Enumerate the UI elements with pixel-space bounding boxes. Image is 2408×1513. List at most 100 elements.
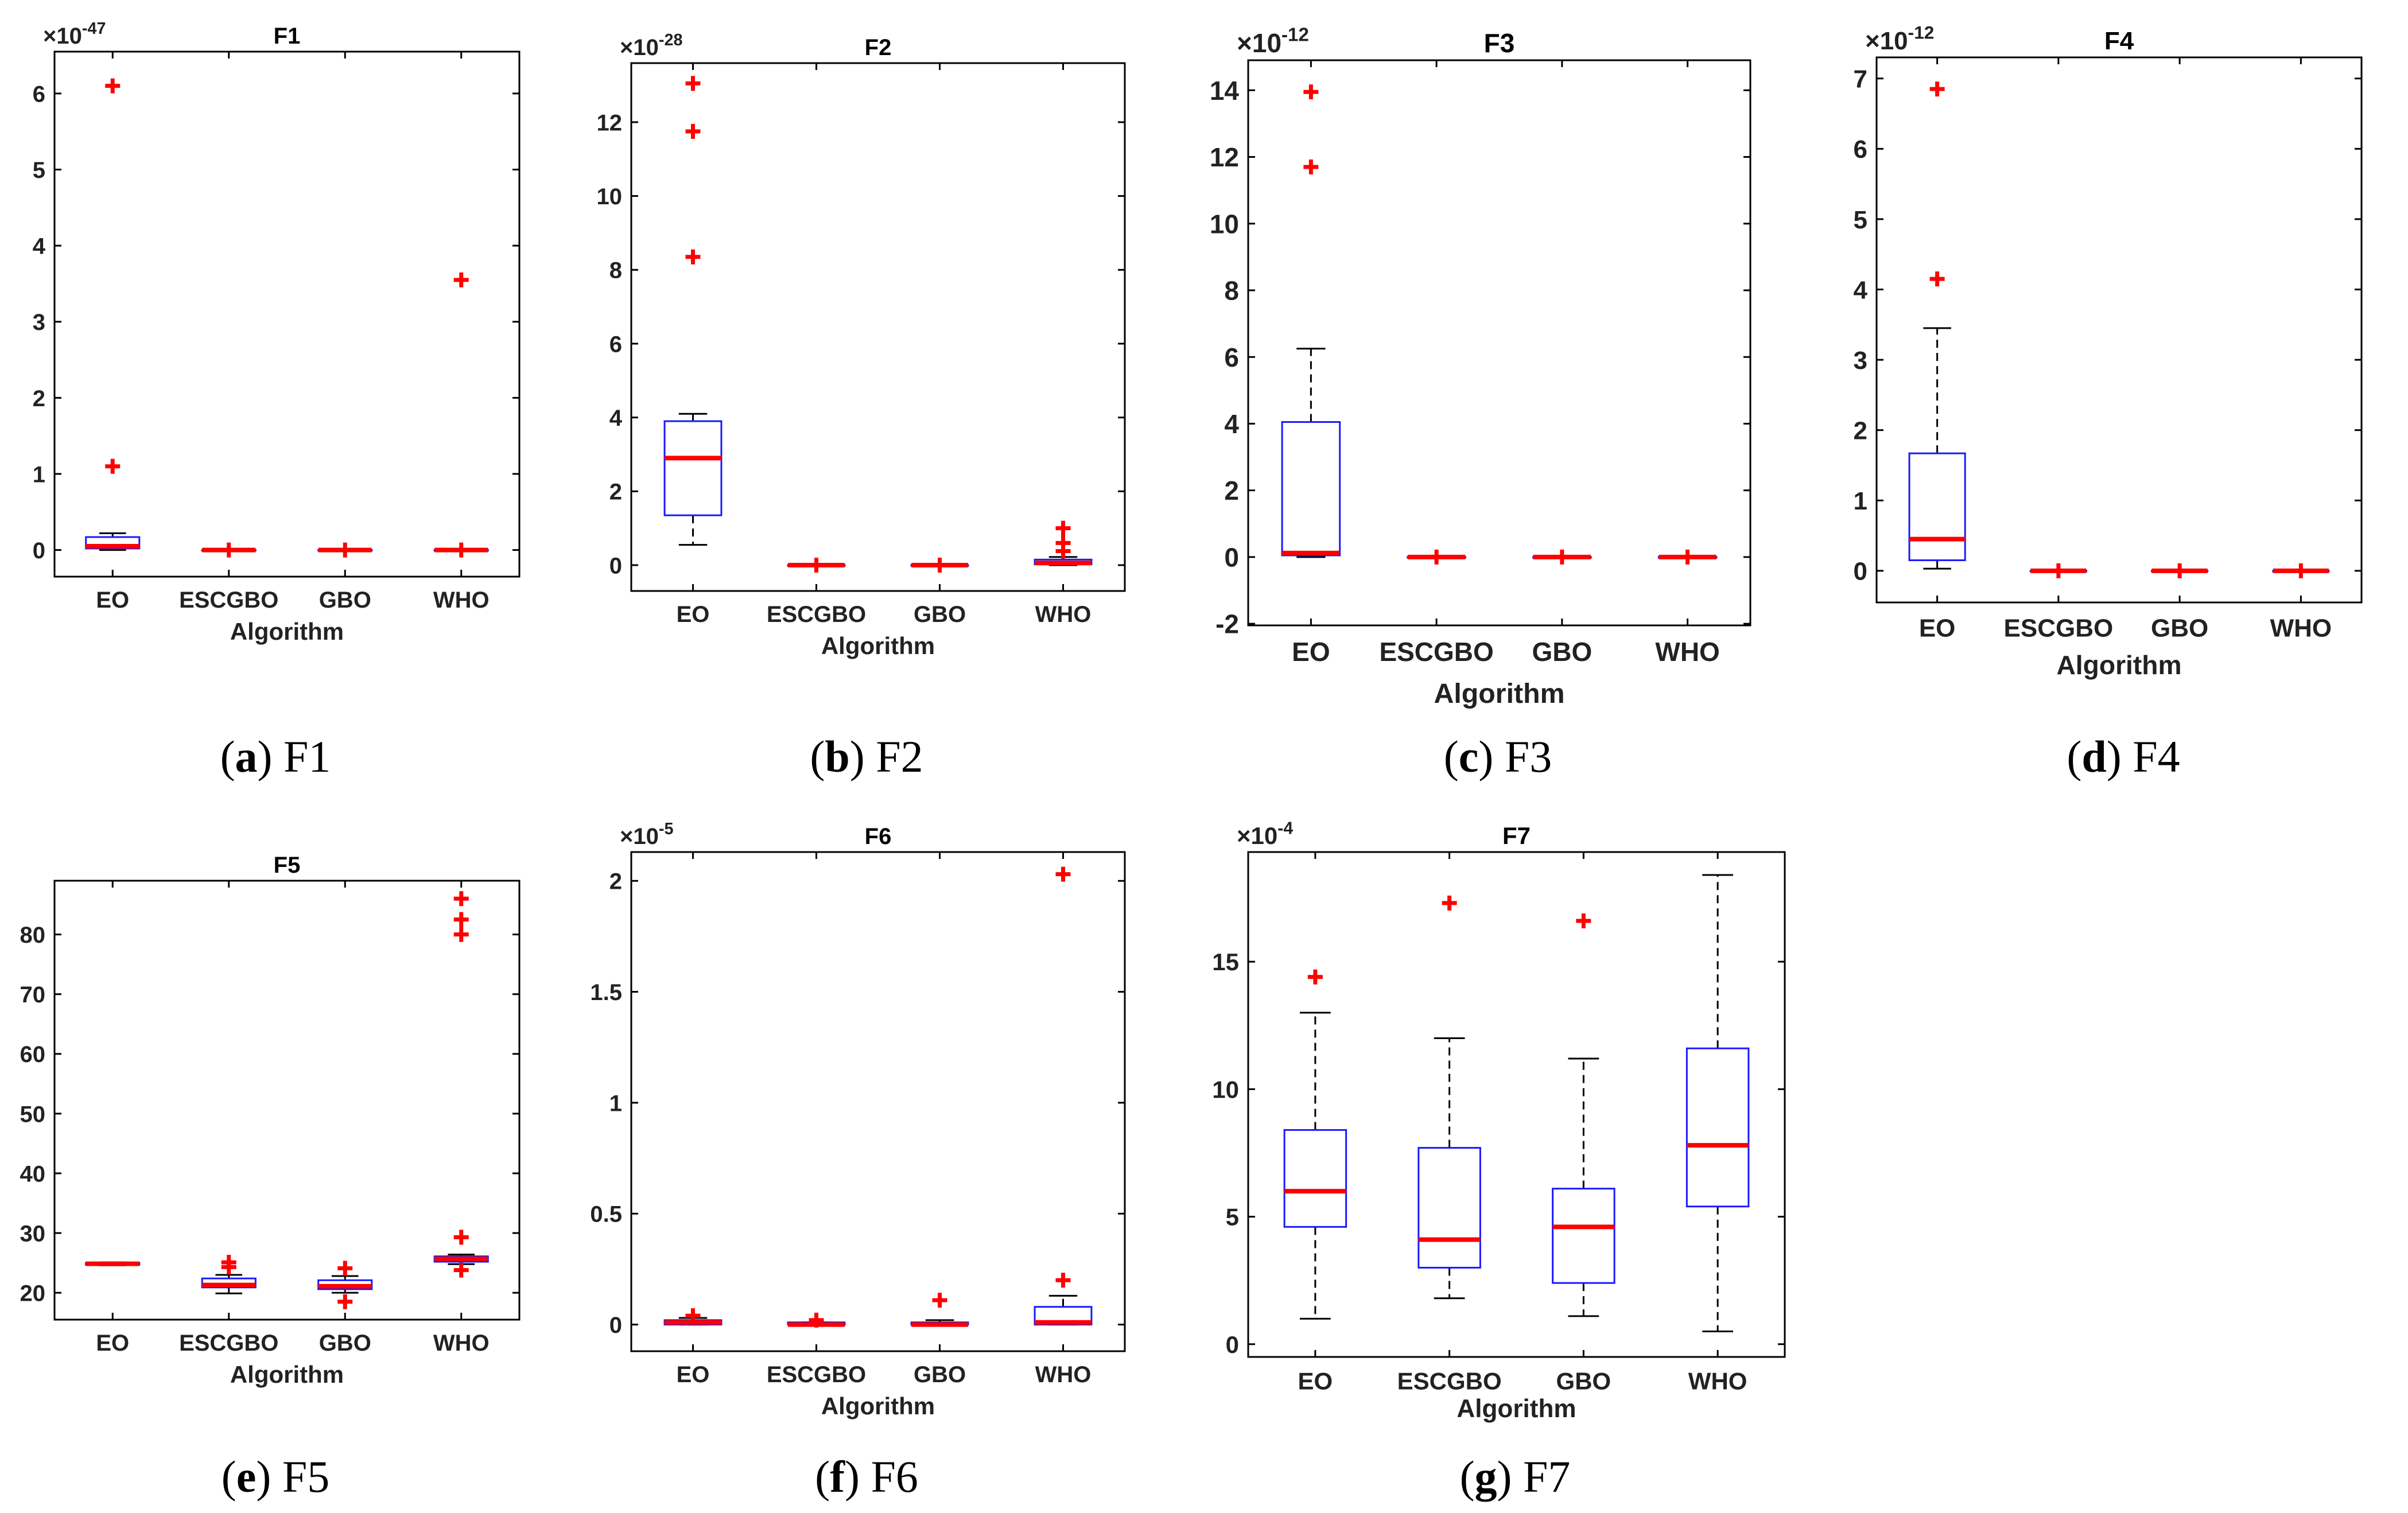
caption-letter: c xyxy=(1459,732,1479,781)
exponent-label: ×10-47 xyxy=(43,20,106,49)
y-tick-label: 4 xyxy=(1854,276,1868,304)
caption-text: F6 xyxy=(871,1452,918,1502)
outlier-marker xyxy=(685,1308,701,1324)
caption-paren-open: ( xyxy=(810,732,825,781)
outlier-marker xyxy=(105,78,121,94)
y-tick-label: 4 xyxy=(33,234,46,259)
x-tick-label: EO xyxy=(96,1331,129,1356)
y-tick-label: 60 xyxy=(20,1042,46,1067)
outlier-marker xyxy=(453,1262,469,1278)
exponent-base: ×10 xyxy=(620,824,659,849)
outlier-marker xyxy=(337,1294,353,1309)
exponent-base: ×10 xyxy=(43,24,82,49)
exponent-power: -47 xyxy=(82,20,106,38)
caption-paren-close: ) xyxy=(256,1452,282,1502)
outlier-marker xyxy=(2293,563,2309,578)
y-tick-label: 50 xyxy=(20,1102,46,1127)
outlier-marker xyxy=(2172,563,2188,578)
y-tick-label: 15 xyxy=(1212,948,1239,975)
caption-letter: e xyxy=(236,1452,257,1502)
caption-paren-close: ) xyxy=(850,732,876,781)
x-tick-label: EO xyxy=(1919,614,1956,642)
axes-frame xyxy=(53,50,521,578)
caption-letter: f xyxy=(830,1452,845,1502)
x-tick-label: GBO xyxy=(2151,614,2208,642)
iqr-box xyxy=(1685,1047,1750,1208)
axes-frame xyxy=(53,880,521,1321)
outlier-marker xyxy=(1055,866,1071,882)
x-axis-label: Algorithm xyxy=(230,1361,344,1388)
outlier-marker xyxy=(221,1255,236,1270)
panel-caption: (e) F5 xyxy=(222,1452,329,1502)
y-tick-label: 6 xyxy=(609,332,622,357)
exponent-base: ×10 xyxy=(1865,27,1908,55)
exponent-label: ×10-28 xyxy=(620,31,682,60)
axes-frame xyxy=(630,62,1126,592)
chart-panel-f4: F4 ×10-12 0 1 2 3 4 5 6 7 EO ESCGBO GBO WHO Algorithm (… xyxy=(1854,22,2363,781)
y-tick-label: 3 xyxy=(1854,347,1867,375)
y-tick-label: 0 xyxy=(609,553,622,578)
exponent-power: -28 xyxy=(659,31,683,49)
y-tick-label: 4 xyxy=(609,406,623,431)
y-tick-label: 2 xyxy=(1224,476,1239,505)
axes-frame xyxy=(1875,56,2363,604)
x-tick-label: EO xyxy=(1292,637,1330,667)
outlier-marker xyxy=(685,76,701,91)
axes-frame xyxy=(630,851,1126,1352)
y-tick-label: 0 xyxy=(1224,542,1239,572)
x-tick-label: WHO xyxy=(1035,1362,1092,1387)
y-tick-label: 2 xyxy=(609,869,622,894)
exponent-power: -5 xyxy=(659,820,674,838)
y-tick-label: 3 xyxy=(33,310,45,335)
y-tick-label: 5 xyxy=(1854,206,1867,234)
panel-caption: (d) F4 xyxy=(2067,732,2180,781)
axes-frame xyxy=(1247,851,1786,1358)
outlier-marker xyxy=(1429,549,1444,565)
iqr-box xyxy=(1908,452,1966,561)
axes-frame xyxy=(1247,59,1751,627)
y-tick-label: 0 xyxy=(33,538,45,563)
outlier-marker xyxy=(1055,520,1071,536)
outlier-marker xyxy=(1303,84,1319,100)
y-tick-label: 20 xyxy=(20,1281,46,1306)
x-tick-label: WHO xyxy=(433,1331,490,1356)
outlier-marker xyxy=(932,1293,947,1308)
y-tick-label: 6 xyxy=(1854,135,1867,164)
outlier-marker xyxy=(1929,271,1945,287)
exponent-power: -12 xyxy=(1908,22,1935,43)
outlier-marker xyxy=(1055,535,1071,551)
exponent-base: ×10 xyxy=(1237,28,1281,58)
x-tick-label: ESCGBO xyxy=(179,588,278,613)
chart-title: F2 xyxy=(865,35,892,60)
y-tick-label: 2 xyxy=(609,480,622,505)
outlier-marker xyxy=(809,557,824,573)
x-tick-label: ESCGBO xyxy=(2004,614,2114,642)
iqr-box xyxy=(1283,1129,1347,1228)
y-tick-label: 10 xyxy=(1212,1076,1239,1103)
x-tick-label: EO xyxy=(96,588,129,613)
y-tick-label: 8 xyxy=(609,258,622,283)
x-tick-label: WHO xyxy=(433,588,490,613)
caption-paren-close: ) xyxy=(845,1452,871,1502)
y-tick-label: 1.5 xyxy=(590,980,622,1005)
outlier-marker xyxy=(1055,1273,1071,1288)
caption-text: F4 xyxy=(2133,732,2180,781)
x-tick-label: EO xyxy=(677,1362,710,1387)
outlier-marker xyxy=(453,912,469,927)
caption-text: F3 xyxy=(1505,732,1552,781)
y-tick-label: 5 xyxy=(1226,1204,1239,1231)
caption-paren-open: ( xyxy=(815,1452,830,1502)
panel-caption: (c) F3 xyxy=(1444,732,1552,781)
exponent-base: ×10 xyxy=(620,35,659,60)
chart-title: F5 xyxy=(274,853,301,878)
y-tick-label: 5 xyxy=(33,158,45,183)
y-tick-label: 6 xyxy=(33,81,45,107)
panel-caption: (a) F1 xyxy=(220,732,331,781)
y-tick-label: 0 xyxy=(1854,558,1867,586)
caption-paren-open: ( xyxy=(1444,732,1459,781)
outlier-marker xyxy=(105,458,121,474)
y-tick-label: 0 xyxy=(609,1313,622,1338)
x-axis-label: Algorithm xyxy=(1457,1395,1576,1423)
outlier-marker xyxy=(453,272,469,287)
